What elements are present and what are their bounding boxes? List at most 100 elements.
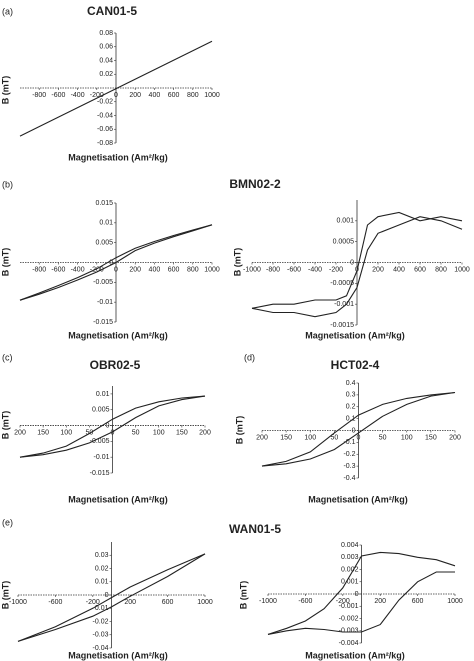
chart-title: HCT02-4 [331, 358, 380, 372]
y-axis-label: B (mT) [234, 416, 244, 445]
x-tick-label: 600 [168, 92, 180, 99]
x-axis-label: Magnetisation (Am²/kg) [68, 650, 168, 660]
x-tick-label: 50 [330, 434, 338, 441]
data-line [19, 224, 213, 301]
y-axis-label: B (mT) [0, 248, 10, 277]
x-axis-label: Magnetisation (Am²/kg) [68, 152, 168, 162]
y-tick-label: 0 [106, 422, 110, 429]
y-axis-label: B (mT) [0, 76, 10, 105]
x-tick-label: -600 [298, 598, 312, 605]
data-line [19, 395, 206, 458]
x-tick-label: 200 [129, 92, 141, 99]
x-tick-label: 200 [129, 266, 141, 273]
x-tick-label: -600 [48, 599, 62, 606]
x-tick-label: -600 [51, 266, 65, 273]
y-tick-label: 0 [355, 591, 359, 598]
y-tick-label: 0.005 [92, 407, 110, 414]
x-tick-label: 50 [379, 434, 387, 441]
y-tick-label: 0.04 [99, 57, 113, 64]
y-tick-label: -0.005 [90, 438, 110, 445]
x-tick-label: 400 [149, 266, 161, 273]
y-tick-label: 0.08 [99, 30, 113, 37]
x-tick-label: 200 [449, 434, 461, 441]
x-tick-label: 1000 [204, 92, 220, 99]
y-tick-label: 0.4 [346, 380, 356, 387]
data-line [261, 391, 456, 467]
data-line [19, 224, 213, 301]
chart-title: CAN01-5 [87, 4, 137, 18]
y-tick-label: -0.02 [97, 99, 113, 106]
y-axis-label: B (mT) [238, 581, 248, 610]
y-tick-label: -0.03 [93, 632, 109, 639]
y-axis-label: B (mT) [0, 581, 10, 610]
y-tick-label: -0.01 [97, 299, 113, 306]
x-axis-label: Magnetisation (Am²/kg) [305, 650, 405, 660]
x-tick-label: 100 [153, 429, 165, 436]
x-tick-label: 400 [149, 92, 161, 99]
x-axis-label: Magnetisation (Am²/kg) [68, 494, 168, 504]
y-tick-label: 0.002 [341, 566, 359, 573]
y-tick-label: 0 [350, 259, 354, 266]
chart-title: OBR02-5 [90, 358, 141, 372]
data-line [17, 553, 206, 642]
y-tick-label: 0.004 [341, 542, 359, 549]
y-tick-label: -0.3 [343, 463, 355, 470]
x-tick-label: 1000 [204, 266, 220, 273]
x-tick-label: 800 [435, 266, 447, 273]
panel-label: (e) [2, 517, 13, 527]
data-line [19, 395, 206, 458]
y-tick-label: 0 [109, 259, 113, 266]
y-tick-label: -0.06 [97, 126, 113, 133]
y-tick-label: -0.002 [339, 615, 359, 622]
y-tick-label: -0.0005 [330, 280, 354, 287]
x-tick-label: 400 [393, 266, 405, 273]
y-tick-label: -0.004 [339, 640, 359, 647]
x-tick-label: 150 [176, 429, 188, 436]
chart-title: WAN01-5 [229, 522, 281, 536]
chart-title: BMN02-2 [229, 177, 281, 191]
y-tick-label: 0.03 [95, 552, 109, 559]
x-tick-label: 800 [187, 92, 199, 99]
data-line [251, 216, 463, 318]
y-tick-label: 0.0005 [333, 239, 355, 246]
y-tick-label: 0.1 [346, 415, 356, 422]
y-tick-label: -0.01 [94, 454, 110, 461]
x-tick-label: 800 [187, 266, 199, 273]
x-tick-label: 200 [256, 434, 268, 441]
y-tick-label: -0.04 [93, 645, 109, 652]
x-tick-label: 200 [372, 266, 384, 273]
x-tick-label: -1000 [243, 266, 261, 273]
x-tick-label: -600 [287, 266, 301, 273]
x-tick-label: -200 [90, 266, 104, 273]
y-tick-label: 0.3 [346, 392, 356, 399]
data-line [267, 571, 455, 635]
x-axis-label: Magnetisation (Am²/kg) [68, 330, 168, 340]
y-axis-label: B (mT) [232, 248, 242, 277]
x-tick-label: 150 [280, 434, 292, 441]
y-tick-label: 0.01 [96, 391, 110, 398]
x-tick-label: -800 [32, 266, 46, 273]
x-tick-label: 1000 [454, 266, 470, 273]
x-tick-label: 1000 [197, 599, 213, 606]
data-line [267, 551, 456, 635]
x-tick-label: -200 [86, 599, 100, 606]
panel-label: (d) [244, 352, 255, 362]
x-tick-label: 100 [401, 434, 413, 441]
x-tick-label: 600 [412, 598, 424, 605]
x-tick-label: -800 [32, 92, 46, 99]
y-tick-label: 0.015 [95, 200, 113, 207]
y-tick-label: -0.02 [93, 618, 109, 625]
x-tick-label: 50 [132, 429, 140, 436]
panel-label: (c) [2, 352, 13, 362]
y-tick-label: -0.005 [93, 279, 113, 286]
y-tick-label: 0.01 [99, 220, 113, 227]
x-tick-label: 600 [162, 599, 174, 606]
y-tick-label: 0.02 [99, 71, 113, 78]
x-tick-label: 150 [425, 434, 437, 441]
x-axis-label: Magnetisation (Am²/kg) [308, 494, 408, 504]
x-tick-label: 200 [374, 598, 386, 605]
y-tick-label: -0.015 [93, 319, 113, 326]
y-tick-label: -0.4 [343, 475, 355, 482]
panel-label: (a) [2, 6, 13, 16]
